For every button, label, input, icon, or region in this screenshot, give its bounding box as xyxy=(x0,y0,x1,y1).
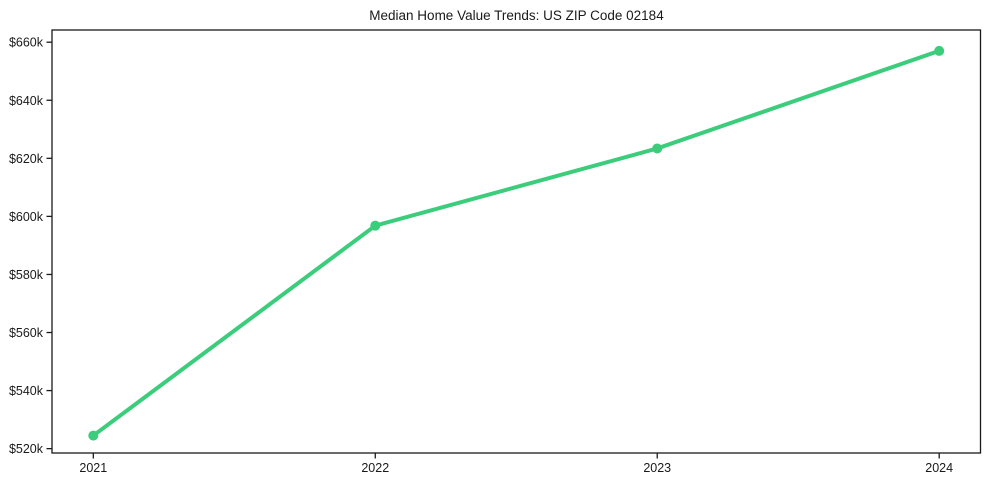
y-tick-label: $540k xyxy=(9,384,44,398)
data-point-marker xyxy=(934,45,945,56)
y-tick-label: $600k xyxy=(9,210,44,224)
y-tick-label: $580k xyxy=(9,268,44,282)
data-point-marker xyxy=(88,430,99,441)
y-tick-label: $640k xyxy=(9,94,44,108)
x-tick-label: 2022 xyxy=(361,461,389,475)
trend-line xyxy=(91,48,942,438)
y-tick-label: $660k xyxy=(9,36,44,50)
x-tick-label: 2023 xyxy=(643,461,671,475)
y-tick-label: $620k xyxy=(9,152,44,166)
y-tick-label: $520k xyxy=(9,442,44,456)
y-tick-label: $560k xyxy=(9,326,44,340)
data-point-marker xyxy=(652,143,663,154)
chart-title: Median Home Value Trends: US ZIP Code 02… xyxy=(369,8,664,23)
plot-border xyxy=(51,29,982,454)
x-tick-label: 2021 xyxy=(79,461,107,475)
data-point-marker xyxy=(370,220,381,231)
x-tick-label: 2024 xyxy=(925,461,953,475)
